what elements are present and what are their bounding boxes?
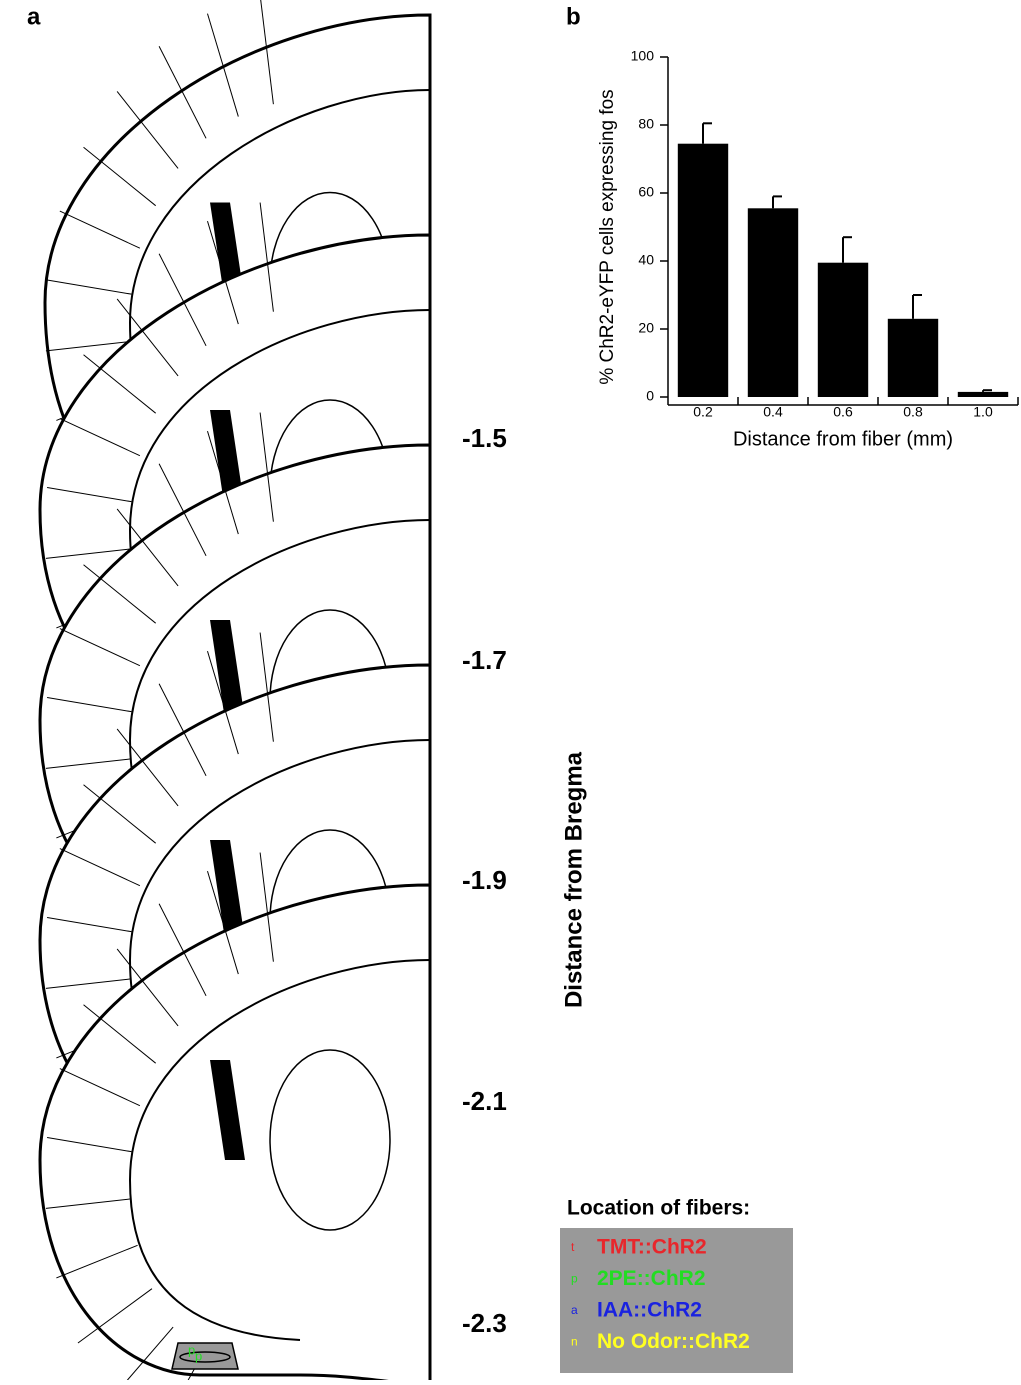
bregma-label: -2.1 (462, 1086, 507, 1116)
x-tick-label: 0.4 (763, 404, 783, 420)
x-tick-label: 0.6 (833, 404, 853, 420)
y-axis-label: % ChR2-eYFP cells expressing fos (597, 89, 618, 384)
legend-label: TMT::ChR2 (597, 1236, 707, 1259)
fiber-symbol: p (195, 1348, 202, 1363)
legend-symbol: n (571, 1335, 578, 1349)
panel-label: a (27, 3, 41, 30)
legend-label: 2PE::ChR2 (597, 1267, 706, 1290)
bregma-label: -2.3 (462, 1308, 507, 1338)
legend-symbol: p (571, 1272, 578, 1286)
bar (748, 208, 798, 397)
y-tick-label: 100 (631, 48, 655, 64)
legend-symbol: a (571, 1303, 578, 1317)
bregma-label: -1.5 (462, 423, 507, 453)
x-tick-label: 1.0 (973, 404, 993, 420)
y-tick-label: 0 (646, 388, 654, 404)
legend-label: No Odor::ChR2 (597, 1330, 750, 1353)
x-tick-label: 0.8 (903, 404, 923, 420)
fiber-region (172, 1343, 238, 1369)
bar (958, 392, 1008, 397)
x-tick-label: 0.2 (693, 404, 713, 420)
bar (888, 319, 938, 397)
y-tick-label: 20 (638, 320, 654, 336)
axis-label: Distance from Bregma (560, 751, 587, 1008)
panel-label: b (566, 3, 581, 30)
bregma-label: -1.7 (462, 645, 507, 675)
y-tick-label: 60 (638, 184, 654, 200)
y-tick-label: 80 (638, 116, 654, 132)
y-tick-label: 40 (638, 252, 654, 268)
bar (818, 263, 868, 397)
legend-title: Location of fibers: (567, 1197, 750, 1220)
bregma-label: -1.9 (462, 865, 507, 895)
x-axis-label: Distance from fiber (mm) (733, 428, 953, 450)
figure: a b tttaaaapannpapappp Distance from Bre… (0, 0, 1021, 1380)
legend-label: IAA::ChR2 (597, 1299, 702, 1322)
bar (678, 144, 728, 397)
